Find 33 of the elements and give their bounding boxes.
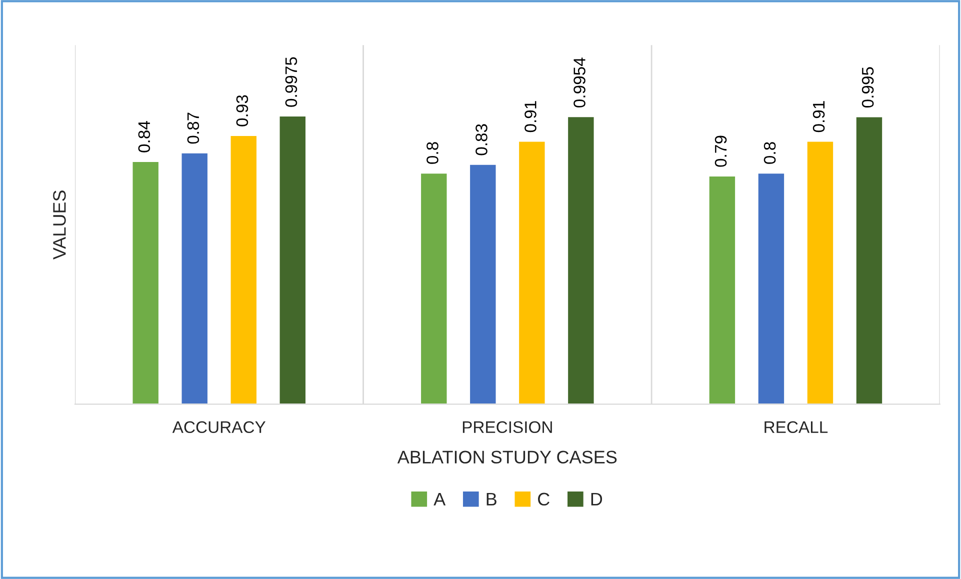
- bar: [131, 160, 160, 404]
- bar: [229, 134, 258, 404]
- x-tick-label: ACCURACY: [172, 421, 266, 434]
- data-label: 0.79: [714, 136, 727, 167]
- bar: [468, 164, 498, 404]
- bar: [278, 115, 307, 404]
- data-label: 0.84: [138, 121, 150, 152]
- x-tick-label: PRECISION: [462, 421, 552, 434]
- data-label: 0.8: [764, 142, 776, 164]
- data-label: 0.83: [476, 124, 488, 156]
- data-label: 0.91: [812, 101, 825, 132]
- x-tick-label: RECALL: [764, 421, 828, 434]
- bar: [854, 116, 884, 404]
- legend-label: D: [591, 492, 602, 506]
- data-label: 0.995: [862, 67, 874, 108]
- bar: [756, 172, 786, 404]
- bar: [180, 152, 209, 404]
- data-label: 0.8: [426, 142, 438, 164]
- legend-label: C: [538, 492, 550, 506]
- data-label: 0.9975: [285, 57, 298, 107]
- bar: [420, 172, 448, 404]
- bar: [806, 140, 834, 404]
- bar: [708, 175, 736, 404]
- legend-label: B: [486, 492, 496, 506]
- data-label: 0.87: [187, 112, 200, 144]
- y-axis-title: VALUES: [53, 190, 66, 260]
- bar: [518, 140, 546, 404]
- bar: [566, 116, 596, 404]
- data-label: 0.9954: [574, 58, 586, 108]
- data-label: 0.93: [236, 95, 248, 126]
- legend-label: A: [434, 492, 446, 506]
- x-axis-title: ABLATION STUDY CASES: [397, 450, 617, 464]
- data-label: 0.91: [524, 101, 536, 132]
